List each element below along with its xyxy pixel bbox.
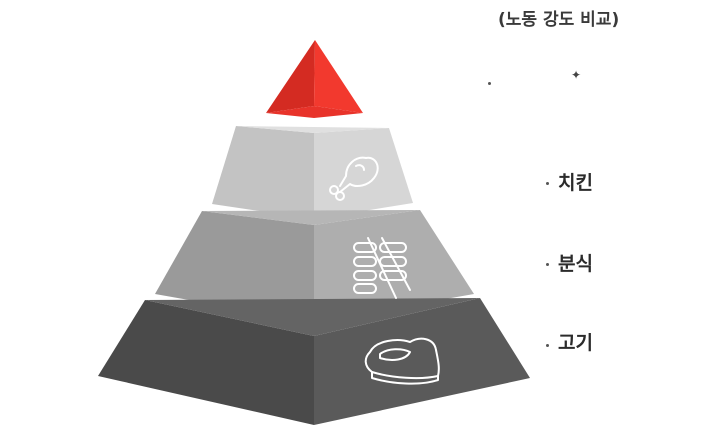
chicken-drumstick-icon [329, 156, 379, 201]
sausage-skewer-icon [353, 237, 411, 299]
pyramid-tier-chicken [212, 126, 413, 219]
sparkle-icon: ✦ [571, 68, 582, 82]
pyramid-tier-top [266, 40, 363, 118]
bullet-dot [488, 82, 491, 85]
tier-label-bunsik: 분식 [558, 253, 593, 275]
bullet-dot [546, 344, 549, 347]
tier-label-chicken: 치킨 [558, 172, 593, 194]
bullet-dot [546, 263, 549, 266]
diagram-subtitle: (노동 강도 비교) [498, 10, 620, 30]
pyramid-tier-meat [98, 298, 530, 425]
tier-label-meat: 고기 [558, 332, 593, 354]
steak-icon [364, 337, 440, 385]
bullet-dot [546, 182, 549, 185]
